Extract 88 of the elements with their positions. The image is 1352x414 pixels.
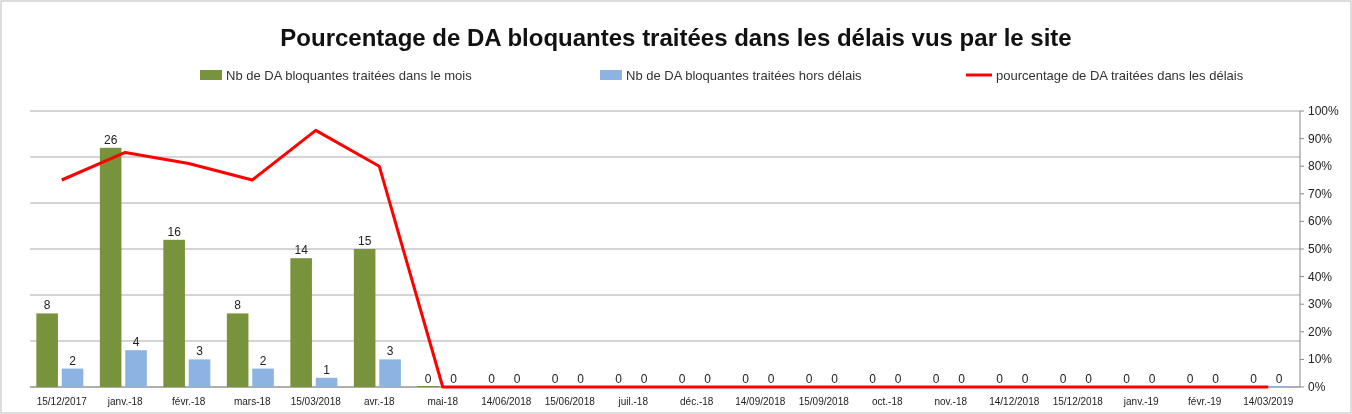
data-label: 0 xyxy=(1148,372,1156,386)
chart-title: Pourcentage de DA bloquantes traitées dans les délais vus par le site xyxy=(280,24,1072,51)
x-tick-label: 14/12/2018 xyxy=(989,396,1040,407)
bar xyxy=(36,313,58,387)
x-tick-label: mars-18 xyxy=(233,396,272,407)
bar xyxy=(125,350,147,387)
data-label: 0 xyxy=(513,372,521,386)
data-label: 0 xyxy=(1085,372,1093,386)
bar xyxy=(163,239,185,387)
x-tick-label: mai-18 xyxy=(427,396,459,407)
data-label: 16 xyxy=(167,224,182,239)
y2-tick-label: 90% xyxy=(1308,131,1333,146)
bar xyxy=(188,359,211,387)
data-label: 0 xyxy=(450,372,458,386)
data-label: 15 xyxy=(357,234,372,248)
data-label: 0 xyxy=(1186,372,1194,386)
y2-tick-label: 100% xyxy=(1308,104,1340,118)
data-label: 0 xyxy=(996,372,1004,386)
data-label: 0 xyxy=(831,372,839,386)
data-label: 0 xyxy=(958,372,966,386)
data-label: 26 xyxy=(103,132,118,147)
y2-tick-label: 70% xyxy=(1308,186,1333,201)
x-tick-label: janv.-19 xyxy=(1122,396,1160,407)
x-tick-label: 15/06/2018 xyxy=(544,396,596,407)
y2-tick-label: 80% xyxy=(1308,159,1333,174)
bar xyxy=(315,377,338,387)
bar xyxy=(252,368,274,387)
data-label: 8 xyxy=(43,298,51,313)
x-tick-label: 15/12/2017 xyxy=(36,396,88,407)
bar xyxy=(99,147,122,387)
data-label: 0 xyxy=(1021,372,1029,386)
data-label: 0 xyxy=(1212,372,1220,386)
data-label: 8 xyxy=(234,298,242,313)
x-tick-label: févr.-18 xyxy=(172,396,206,407)
y2-tick-label: 20% xyxy=(1308,324,1333,339)
bar xyxy=(290,258,312,387)
legend-label: Nb de DA bloquantes traitées dans le mois xyxy=(226,68,473,83)
data-label: 3 xyxy=(196,344,204,359)
legend-label: Nb de DA bloquantes traitées hors délais xyxy=(626,68,863,83)
data-label: 0 xyxy=(577,372,585,386)
bar xyxy=(61,368,84,387)
data-label: 4 xyxy=(132,335,140,350)
data-label: 0 xyxy=(488,372,496,386)
data-label: 0 xyxy=(1123,372,1131,386)
x-tick-label: juil.-18 xyxy=(617,396,649,407)
data-label: 0 xyxy=(1275,372,1283,386)
x-tick-label: 15/12/2018 xyxy=(1052,396,1104,407)
x-tick-label: 14/06/2018 xyxy=(481,396,532,407)
y2-tick-label: 60% xyxy=(1308,214,1333,229)
data-label: 0 xyxy=(640,372,648,386)
data-label: 0 xyxy=(551,372,559,386)
data-label: 0 xyxy=(742,372,750,386)
x-tick-label: 14/09/2018 xyxy=(735,396,786,407)
data-label: 0 xyxy=(805,372,813,386)
data-label: 0 xyxy=(1250,372,1258,386)
data-label: 3 xyxy=(386,344,394,359)
x-tick-label: avr.-18 xyxy=(363,396,395,407)
y2-tick-label: 50% xyxy=(1308,242,1333,256)
data-label: 0 xyxy=(615,372,623,386)
bar xyxy=(379,359,401,387)
data-label: 0 xyxy=(869,372,877,386)
data-label: 0 xyxy=(424,372,432,386)
data-label: 0 xyxy=(1059,372,1067,386)
x-tick-label: nov.-18 xyxy=(934,396,968,407)
data-label: 0 xyxy=(894,372,902,386)
data-label: 2 xyxy=(69,353,77,368)
x-tick-label: févr.-19 xyxy=(1188,396,1222,407)
data-label: 0 xyxy=(932,372,940,386)
x-tick-label: 14/03/2019 xyxy=(1243,396,1294,407)
data-label: 2 xyxy=(259,353,267,368)
y2-tick-label: 0% xyxy=(1308,380,1326,394)
data-label: 0 xyxy=(678,372,686,386)
data-label: 14 xyxy=(294,243,309,258)
data-label: 0 xyxy=(704,372,712,386)
x-tick-label: oct.-18 xyxy=(871,396,903,407)
y2-tick-label: 10% xyxy=(1308,352,1333,367)
bar xyxy=(353,249,376,387)
x-tick-label: 15/03/2018 xyxy=(290,396,342,407)
x-tick-label: 15/09/2018 xyxy=(798,396,850,407)
legend-label: pourcentage de DA traitées dans les délais xyxy=(996,68,1244,83)
data-label: 1 xyxy=(323,362,331,377)
x-tick-label: janv.-18 xyxy=(106,396,144,407)
x-tick-label: déc.-18 xyxy=(680,396,714,407)
y2-tick-label: 30% xyxy=(1308,297,1333,312)
bar xyxy=(226,313,249,387)
data-label: 0 xyxy=(767,372,775,386)
line-series xyxy=(60,128,1270,389)
y2-tick-label: 40% xyxy=(1308,269,1333,284)
